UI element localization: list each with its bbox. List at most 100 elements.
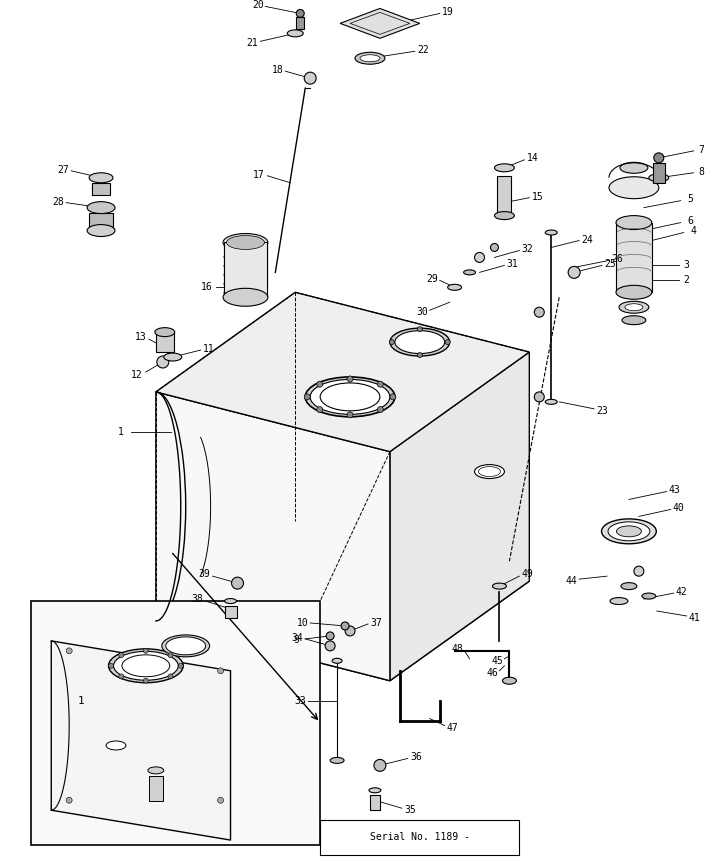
Circle shape — [143, 648, 148, 653]
Circle shape — [490, 244, 498, 251]
Text: 36: 36 — [410, 753, 422, 763]
Text: 7: 7 — [698, 145, 705, 155]
Ellipse shape — [622, 316, 646, 325]
Text: 17: 17 — [252, 170, 265, 180]
Text: 1: 1 — [78, 696, 85, 706]
Text: 33: 33 — [294, 696, 306, 706]
Circle shape — [325, 641, 335, 651]
Polygon shape — [156, 522, 529, 681]
Text: 8: 8 — [698, 167, 705, 177]
Circle shape — [345, 626, 355, 636]
Text: 37: 37 — [370, 618, 382, 628]
Text: 1: 1 — [118, 427, 124, 437]
Text: 40: 40 — [673, 504, 685, 513]
Circle shape — [157, 356, 168, 368]
Text: 31: 31 — [507, 259, 518, 269]
Polygon shape — [51, 641, 231, 840]
Ellipse shape — [492, 583, 506, 589]
Ellipse shape — [330, 758, 344, 764]
Text: 19: 19 — [442, 8, 453, 17]
Ellipse shape — [448, 284, 461, 290]
Circle shape — [304, 393, 310, 400]
Circle shape — [341, 622, 349, 630]
Text: 48: 48 — [452, 644, 463, 653]
Polygon shape — [156, 292, 529, 452]
Bar — [92, 183, 110, 195]
Text: 23: 23 — [596, 406, 608, 416]
Polygon shape — [156, 392, 390, 681]
Ellipse shape — [649, 174, 669, 182]
Text: 12: 12 — [131, 370, 142, 380]
Ellipse shape — [360, 55, 380, 62]
Ellipse shape — [616, 285, 652, 300]
Ellipse shape — [463, 269, 476, 275]
Ellipse shape — [106, 741, 126, 750]
Circle shape — [634, 567, 644, 576]
Text: 13: 13 — [135, 332, 147, 342]
Circle shape — [474, 252, 484, 263]
Bar — [156, 332, 174, 352]
Text: 9: 9 — [294, 635, 299, 645]
Circle shape — [417, 352, 422, 357]
Text: 27: 27 — [57, 164, 69, 175]
Circle shape — [317, 406, 322, 412]
Text: 16: 16 — [201, 282, 213, 293]
Bar — [616, 223, 652, 292]
Bar — [497, 176, 511, 215]
Text: 4: 4 — [690, 226, 696, 236]
Text: 30: 30 — [416, 307, 427, 317]
Text: 29: 29 — [426, 275, 437, 284]
Ellipse shape — [87, 201, 115, 214]
Polygon shape — [390, 352, 529, 681]
Text: 11: 11 — [202, 344, 215, 354]
Bar — [225, 606, 236, 618]
Text: 15: 15 — [531, 192, 543, 201]
Circle shape — [377, 381, 383, 387]
Text: 14: 14 — [526, 153, 538, 163]
Ellipse shape — [619, 301, 649, 313]
Circle shape — [534, 392, 544, 402]
Text: 26: 26 — [611, 255, 623, 264]
Text: 42: 42 — [676, 587, 688, 597]
Text: 39: 39 — [199, 569, 210, 579]
Ellipse shape — [166, 637, 205, 655]
Ellipse shape — [617, 526, 641, 536]
Ellipse shape — [395, 331, 445, 354]
Circle shape — [347, 412, 353, 418]
Ellipse shape — [545, 230, 557, 235]
Bar — [223, 243, 268, 297]
Text: 34: 34 — [291, 633, 303, 643]
Circle shape — [168, 653, 173, 658]
Circle shape — [218, 668, 223, 674]
Circle shape — [218, 797, 223, 803]
Ellipse shape — [305, 377, 395, 417]
Ellipse shape — [225, 598, 236, 604]
Text: 44: 44 — [565, 576, 577, 586]
Polygon shape — [340, 9, 420, 39]
Ellipse shape — [474, 465, 505, 479]
Ellipse shape — [287, 30, 303, 37]
Circle shape — [417, 326, 422, 331]
Text: 47: 47 — [447, 722, 458, 733]
Circle shape — [119, 653, 124, 658]
Ellipse shape — [223, 233, 268, 251]
Text: 32: 32 — [521, 245, 533, 255]
Bar — [31, 601, 320, 845]
Circle shape — [568, 266, 580, 278]
Ellipse shape — [616, 215, 652, 230]
Text: 49: 49 — [521, 569, 533, 579]
Circle shape — [445, 339, 450, 344]
Text: 45: 45 — [492, 656, 503, 666]
Ellipse shape — [108, 649, 183, 683]
Text: 2: 2 — [684, 276, 690, 285]
Bar — [320, 821, 519, 855]
Circle shape — [296, 9, 304, 17]
Ellipse shape — [162, 635, 210, 657]
Text: 38: 38 — [192, 594, 204, 604]
Circle shape — [374, 759, 386, 771]
Text: 18: 18 — [271, 65, 283, 75]
Text: 28: 28 — [52, 196, 64, 207]
Bar — [370, 796, 380, 810]
Circle shape — [390, 339, 394, 344]
Ellipse shape — [495, 212, 514, 220]
